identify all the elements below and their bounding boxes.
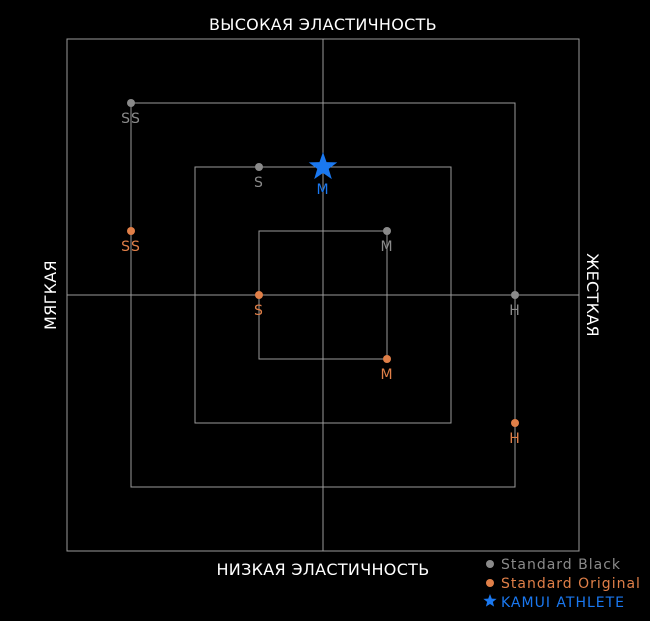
axis-label-top: ВЫСОКАЯ ЭЛАСТИЧНОСТЬ <box>209 15 437 34</box>
point-label-standard-original: M <box>380 367 393 383</box>
point-label-standard-black: H <box>509 303 521 319</box>
point-label-standard-original: S <box>254 303 264 319</box>
legend-dot-icon <box>486 560 494 568</box>
legend-entry-kamui-athlete: KAMUI ATHLETE <box>501 595 625 611</box>
point-marker-standard-original <box>127 227 135 235</box>
axis-label-left: МЯГКАЯ <box>41 260 60 330</box>
star-marker-kamui-athlete <box>308 152 338 180</box>
point-marker-standard-black <box>255 163 263 171</box>
legend-star-icon <box>483 594 497 607</box>
point-label-standard-black: S <box>254 175 264 191</box>
grid <box>66 38 580 552</box>
axis-label-bottom: НИЗКАЯ ЭЛАСТИЧНОСТЬ <box>216 560 429 579</box>
legend: Standard Black Standard Original KAMUI ATH… <box>483 557 641 611</box>
point-label-standard-black: SS <box>121 111 141 127</box>
point-label-standard-black: M <box>380 239 393 255</box>
point-marker-standard-original <box>255 291 263 299</box>
point-marker-standard-original <box>383 355 391 363</box>
legend-dot-icon <box>486 579 494 587</box>
legend-entry-standard-original: Standard Original <box>501 576 641 592</box>
legend-entry-standard-black: Standard Black <box>501 557 621 573</box>
point-marker-standard-black <box>127 99 135 107</box>
point-marker-standard-black <box>511 291 519 299</box>
point-marker-standard-black <box>383 227 391 235</box>
point-label-standard-original: SS <box>121 239 141 255</box>
point-marker-standard-original <box>511 419 519 427</box>
point-label-kamui-athlete: M <box>316 182 329 198</box>
point-label-standard-original: H <box>509 431 521 447</box>
axis-label-right: ЖЕСТКАЯ <box>583 253 602 337</box>
